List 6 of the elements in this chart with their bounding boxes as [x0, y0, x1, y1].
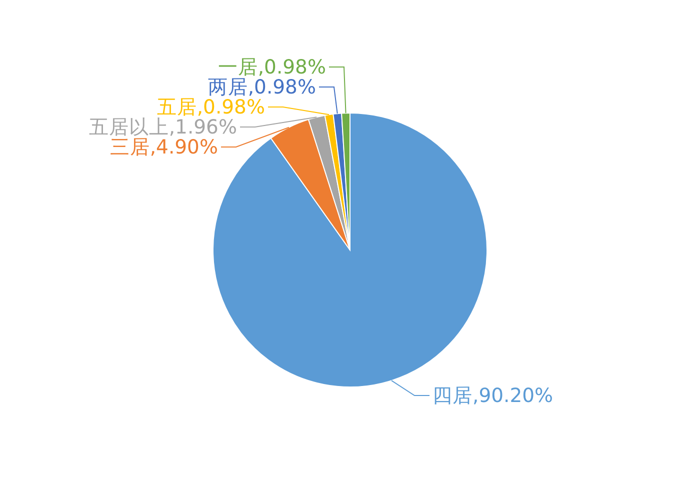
- slice-label: 五居,0.98%: [156, 96, 265, 118]
- slice-label: 三居,4.90%: [110, 136, 218, 158]
- slice-label: 一居,0.98%: [218, 56, 326, 78]
- slice-label: 两居,0.98%: [208, 76, 316, 98]
- slice-label: 四居,90.20%: [432, 384, 554, 408]
- slice-label: 五居以上,1.96%: [88, 116, 237, 138]
